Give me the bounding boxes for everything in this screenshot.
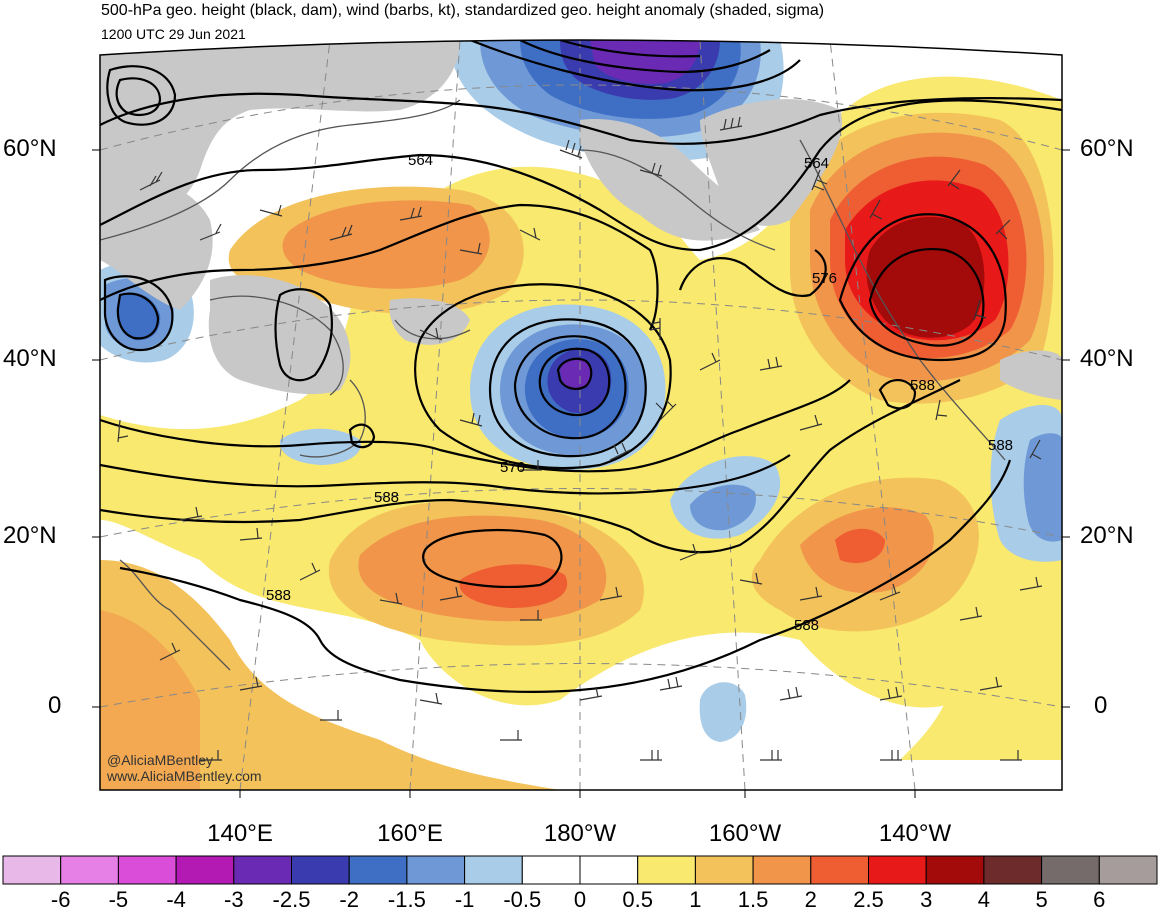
colorbar-swatch xyxy=(291,855,350,885)
lat-label-left: 20°N xyxy=(3,522,57,549)
map-frame: 564 564 576 576 588 588 588 588 588 xyxy=(100,40,1062,790)
lat-label-right: 0 xyxy=(1094,692,1108,719)
colorbar-swatch xyxy=(694,855,754,885)
lat-label-left: 40°N xyxy=(3,345,57,372)
colorbar-swatch xyxy=(348,855,408,885)
land-masses xyxy=(100,40,1062,400)
colorbar-tick-label: 0 xyxy=(573,887,587,912)
colorbar-swatch xyxy=(175,855,235,885)
colorbar-tick-label: 1 xyxy=(689,887,702,912)
colorbar-tick-label: 2 xyxy=(804,887,817,912)
colorbar-swatch xyxy=(868,855,927,885)
colorbar-swatch xyxy=(1041,855,1100,885)
graticule xyxy=(100,40,1062,790)
colorbar-swatch xyxy=(233,855,293,885)
colorbar-tick-label: -3 xyxy=(224,887,244,912)
colorbar-swatch xyxy=(117,855,177,885)
lat-label-right: 20°N xyxy=(1080,522,1134,549)
lat-label-right: 40°N xyxy=(1080,345,1134,372)
colorbar-tick-label: -2.5 xyxy=(272,887,311,912)
credit-website: www.AliciaMBentley.com xyxy=(107,768,262,784)
colorbar-tick-label: 0.5 xyxy=(622,887,653,912)
colorbar-swatch xyxy=(1098,855,1158,885)
colorbar-swatch xyxy=(2,855,62,885)
wind-barbs xyxy=(117,116,1043,761)
colorbar-swatch xyxy=(752,855,812,885)
contour-label: 588 xyxy=(988,437,1013,454)
map-border xyxy=(99,39,1063,791)
colorbar-tick-label: -1.5 xyxy=(387,887,426,912)
contour-label: 564 xyxy=(804,155,829,172)
colorbar-swatch xyxy=(637,855,696,885)
lon-label: 160°E xyxy=(377,820,443,847)
lon-label: 140°W xyxy=(878,820,952,847)
contour-label: 588 xyxy=(266,587,291,604)
coastlines xyxy=(100,99,1006,671)
colorbar-tick-label: 4 xyxy=(977,887,991,912)
colorbar-tick-label: -6 xyxy=(50,887,71,912)
colorbar-swatch xyxy=(810,855,869,885)
contour-label: 564 xyxy=(408,152,433,169)
colorbar-swatch xyxy=(579,855,639,885)
contour-label: 576 xyxy=(500,459,525,476)
tick-marks xyxy=(92,149,1070,798)
colorbar-tick-label: -2 xyxy=(339,887,359,912)
lat-label-left: 0 xyxy=(48,692,62,719)
map-valid-time: 1200 UTC 29 Jun 2021 xyxy=(101,26,246,42)
colorbar-swatch xyxy=(983,855,1043,885)
height-contours xyxy=(100,40,1062,694)
credit-handle: @AliciaMBentley xyxy=(107,752,214,768)
colorbar-swatch xyxy=(521,855,581,885)
colorbar-tick-label: 1.5 xyxy=(737,887,769,912)
lon-label: 140°E xyxy=(207,820,273,847)
lon-label: 160°W xyxy=(708,820,782,847)
colorbar-tick-label: -1 xyxy=(454,887,475,912)
contour-labels: 564 564 576 576 588 588 588 588 588 xyxy=(266,152,1013,634)
map-title: 500-hPa geo. height (black, dam), wind (… xyxy=(101,2,825,19)
colorbar-tick-label: 6 xyxy=(1093,887,1106,912)
colorbar-swatch xyxy=(60,855,119,885)
contour-label: 588 xyxy=(794,617,819,634)
lat-label-left: 60°N xyxy=(3,135,57,162)
colorbar-tick-label: 3 xyxy=(920,887,933,912)
lat-label-right: 60°N xyxy=(1080,135,1134,162)
lon-label: 180°W xyxy=(543,820,617,847)
colorbar-tick-label: -5 xyxy=(108,887,129,912)
colorbar xyxy=(2,855,1158,885)
colorbar-swatch xyxy=(925,855,985,885)
colorbar-tick-label: -4 xyxy=(166,887,186,912)
contour-label: 588 xyxy=(374,489,399,506)
colorbar-tick-label: 5 xyxy=(1035,887,1048,912)
contour-label: 576 xyxy=(812,270,837,287)
colorbar-swatch xyxy=(464,855,523,885)
colorbar-tick-label: -0.5 xyxy=(503,887,542,912)
contour-label: 588 xyxy=(910,377,935,394)
colorbar-tick-label: 2.5 xyxy=(853,887,884,912)
colorbar-swatch xyxy=(406,855,466,885)
